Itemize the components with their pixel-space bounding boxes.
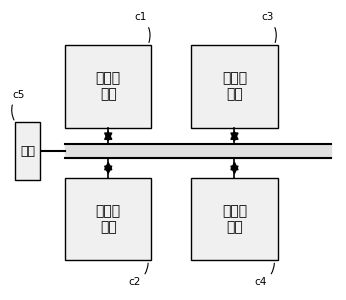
Bar (191, 178, 277, 260)
Text: 密鑰存
储器: 密鑰存 储器 (222, 71, 247, 102)
Bar (191, 45, 277, 128)
Text: c4: c4 (254, 263, 274, 287)
Bar (65, 45, 152, 128)
Text: 加解密
模块: 加解密 模块 (222, 204, 247, 234)
Text: 中央控
制器: 中央控 制器 (95, 204, 121, 234)
Text: 接口: 接口 (20, 145, 35, 158)
Text: 只读存
储器: 只读存 储器 (95, 71, 121, 102)
Text: c1: c1 (135, 12, 150, 43)
Bar (15, 122, 40, 180)
Text: c5: c5 (12, 90, 24, 120)
Text: c3: c3 (261, 12, 276, 43)
Bar (65, 178, 152, 260)
Text: c2: c2 (128, 263, 148, 287)
